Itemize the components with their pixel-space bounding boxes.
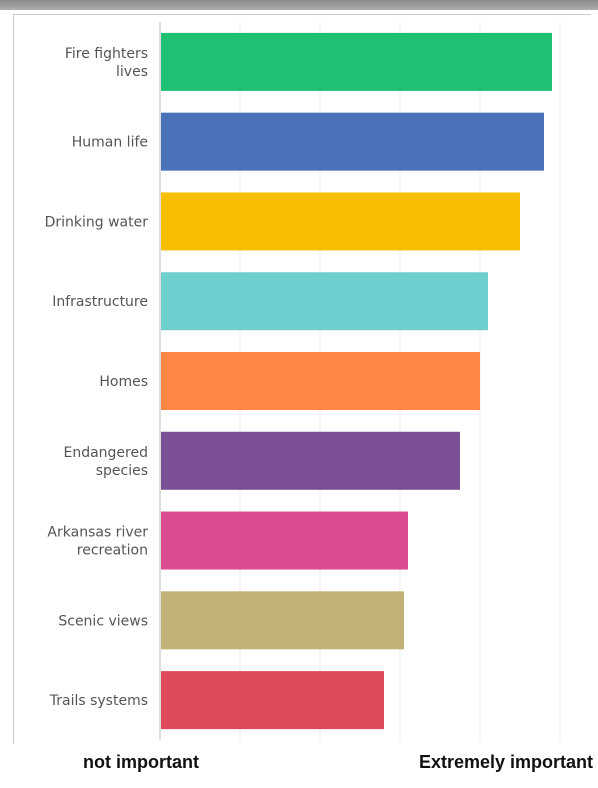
category-label: lives [116,64,148,80]
bar [161,192,520,251]
bar [161,112,544,171]
category-label: Homes [99,374,148,390]
bar [161,352,480,410]
axis-min-label: not important [83,752,199,772]
top-edge-strip [0,0,598,10]
category-label: species [96,463,148,479]
bar [161,431,460,490]
category-label: Endangered [63,445,148,461]
category-label: Arkansas river [47,525,148,541]
bar [161,32,552,91]
chart-frame [13,14,591,744]
axis-max-label: Extremely important [418,752,593,772]
category-label: Trails systems [49,693,148,709]
bar [161,671,384,730]
category-label: recreation [77,543,148,559]
bar [161,591,404,650]
category-label: Scenic views [58,613,148,629]
bar [161,272,488,331]
bar [161,511,408,570]
category-label: Drinking water [45,214,149,230]
category-label: Infrastructure [52,294,148,310]
category-label: Fire fighters [65,46,148,62]
category-label: Human life [72,135,148,151]
